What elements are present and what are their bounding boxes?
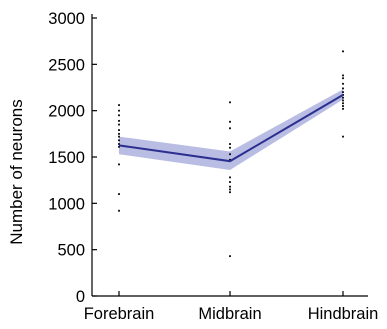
data-point xyxy=(118,114,120,117)
data-point xyxy=(342,77,344,80)
y-tick-label: 2500 xyxy=(48,56,85,74)
data-point xyxy=(229,101,231,104)
data-point xyxy=(229,185,231,188)
data-point xyxy=(229,188,231,191)
mean-line xyxy=(118,94,344,163)
y-tick-label: 0 xyxy=(76,288,85,306)
data-point xyxy=(342,74,344,77)
confidence-band xyxy=(119,89,343,170)
data-point xyxy=(342,87,344,90)
data-point xyxy=(342,102,344,105)
x-axis-ticks: Forebrain Midbrain Hindbrain xyxy=(84,291,379,323)
data-point xyxy=(342,82,344,85)
data-point xyxy=(342,135,344,138)
y-axis-ticks: 0 500 1000 1500 2000 2500 3000 xyxy=(48,10,97,306)
data-point xyxy=(229,181,231,183)
data-point xyxy=(118,193,120,195)
data-point xyxy=(342,105,344,107)
data-point xyxy=(342,91,344,94)
data-point xyxy=(229,127,231,130)
data-point xyxy=(118,123,120,126)
axes: 0 500 1000 1500 2000 2500 3000 Forebrain Midbra… xyxy=(48,10,378,323)
data-point xyxy=(342,50,344,53)
data-point xyxy=(118,129,120,132)
y-tick-label: 500 xyxy=(57,242,85,260)
data-point xyxy=(229,143,231,145)
data-point xyxy=(118,109,120,112)
data-point xyxy=(118,143,120,145)
data-point xyxy=(229,158,231,161)
data-point xyxy=(342,96,344,99)
y-axis-label: Number of neurons xyxy=(7,99,26,245)
data-point xyxy=(229,191,231,194)
data-point xyxy=(118,163,120,166)
data-point xyxy=(118,135,120,138)
data-point xyxy=(342,107,344,110)
data-point xyxy=(118,139,120,142)
y-tick-label: 2000 xyxy=(48,103,85,121)
data-point xyxy=(118,145,120,148)
y-tick-label: 1500 xyxy=(48,149,85,167)
data-point xyxy=(229,176,231,179)
data-point xyxy=(118,104,120,107)
x-tick-label: Hindbrain xyxy=(308,305,379,323)
data-point xyxy=(229,153,231,156)
x-tick-label: Midbrain xyxy=(198,305,261,323)
data-point xyxy=(229,120,231,123)
data-point xyxy=(118,119,120,122)
data-point xyxy=(118,132,120,135)
data-point xyxy=(229,146,231,149)
y-tick-label: 1000 xyxy=(48,195,85,213)
data-point xyxy=(342,99,344,102)
data-point xyxy=(229,255,231,258)
data-point xyxy=(118,209,120,212)
y-tick-label: 3000 xyxy=(48,10,85,28)
x-tick-label: Forebrain xyxy=(84,305,155,323)
plot-area xyxy=(118,50,344,258)
